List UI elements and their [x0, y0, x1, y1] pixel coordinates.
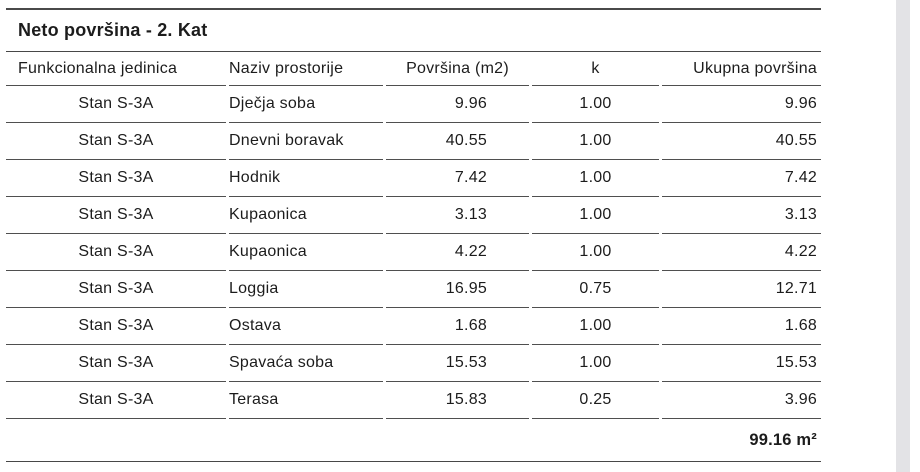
cell-area: 1.68 — [386, 308, 529, 345]
cell-area: 40.55 — [386, 123, 529, 160]
cell-k: 1.00 — [532, 234, 659, 271]
cell-area: 7.42 — [386, 160, 529, 197]
cell-k: 1.00 — [532, 86, 659, 123]
cell-room: Kupaonica — [229, 197, 383, 234]
cell-room: Spavaća soba — [229, 345, 383, 382]
table-row: Stan S-3A Dnevni boravak 40.55 1.00 40.5… — [6, 123, 821, 160]
cell-k: 1.00 — [532, 123, 659, 160]
column-header-total-area: Ukupna površina — [662, 52, 821, 86]
cell-total: 1.68 — [662, 308, 821, 345]
cell-unit: Stan S-3A — [6, 271, 226, 308]
cell-total: 7.42 — [662, 160, 821, 197]
cell-k: 1.00 — [532, 197, 659, 234]
cell-total: 9.96 — [662, 86, 821, 123]
cell-unit: Stan S-3A — [6, 86, 226, 123]
cell-unit: Stan S-3A — [6, 123, 226, 160]
column-header-k: k — [532, 52, 659, 86]
cell-total: 40.55 — [662, 123, 821, 160]
cell-room: Loggia — [229, 271, 383, 308]
cell-unit: Stan S-3A — [6, 308, 226, 345]
cell-unit: Stan S-3A — [6, 345, 226, 382]
cell-area: 3.13 — [386, 197, 529, 234]
column-header-area: Površina (m2) — [386, 52, 529, 86]
table-row: Stan S-3A Ostava 1.68 1.00 1.68 — [6, 308, 821, 345]
cell-unit: Stan S-3A — [6, 234, 226, 271]
cell-total: 3.13 — [662, 197, 821, 234]
cell-room: Terasa — [229, 382, 383, 419]
cell-room: Dječja soba — [229, 86, 383, 123]
table-header-row: Funkcionalna jedinica Naziv prostorije P… — [6, 52, 821, 86]
cell-k: 1.00 — [532, 160, 659, 197]
column-header-room-name: Naziv prostorije — [229, 52, 383, 86]
cell-area: 4.22 — [386, 234, 529, 271]
cell-total: 4.22 — [662, 234, 821, 271]
cell-total: 3.96 — [662, 382, 821, 419]
cell-room: Ostava — [229, 308, 383, 345]
cell-k: 0.75 — [532, 271, 659, 308]
table-title: Neto površina - 2. Kat — [6, 10, 821, 52]
cell-area: 16.95 — [386, 271, 529, 308]
cell-total: 12.71 — [662, 271, 821, 308]
table-row: Stan S-3A Dječja soba 9.96 1.00 9.96 — [6, 86, 821, 123]
cell-area: 15.83 — [386, 382, 529, 419]
cell-area: 9.96 — [386, 86, 529, 123]
vertical-scrollbar[interactable] — [896, 0, 910, 472]
table-row: Stan S-3A Hodnik 7.42 1.00 7.42 — [6, 160, 821, 197]
cell-room: Hodnik — [229, 160, 383, 197]
cell-k: 1.00 — [532, 345, 659, 382]
column-header-functional-unit: Funkcionalna jedinica — [6, 52, 226, 86]
table-row: Stan S-3A Spavaća soba 15.53 1.00 15.53 — [6, 345, 821, 382]
table-row: Stan S-3A Loggia 16.95 0.75 12.71 — [6, 271, 821, 308]
cell-unit: Stan S-3A — [6, 382, 226, 419]
cell-room: Kupaonica — [229, 234, 383, 271]
cell-unit: Stan S-3A — [6, 197, 226, 234]
cell-k: 0.25 — [532, 382, 659, 419]
cell-total: 15.53 — [662, 345, 821, 382]
table-row: Stan S-3A Kupaonica 3.13 1.00 3.13 — [6, 197, 821, 234]
cell-k: 1.00 — [532, 308, 659, 345]
cell-room: Dnevni boravak — [229, 123, 383, 160]
table-row: Stan S-3A Kupaonica 4.22 1.00 4.22 — [6, 234, 821, 271]
net-area-table: Neto površina - 2. Kat Funkcionalna jedi… — [6, 8, 821, 462]
total-area-value: 99.16 m² — [749, 430, 817, 449]
table-total-row: 99.16 m² — [6, 419, 821, 462]
table-row: Stan S-3A Terasa 15.83 0.25 3.96 — [6, 382, 821, 419]
cell-area: 15.53 — [386, 345, 529, 382]
cell-unit: Stan S-3A — [6, 160, 226, 197]
